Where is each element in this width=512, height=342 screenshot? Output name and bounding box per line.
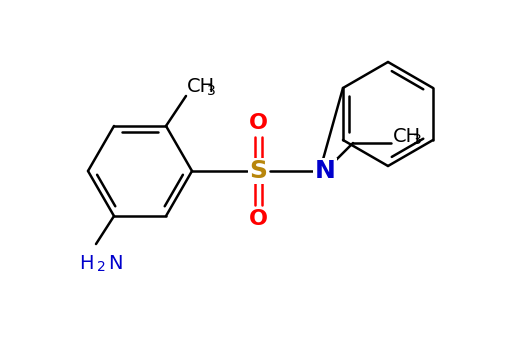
Text: 3: 3 [207, 84, 216, 98]
Text: N: N [314, 159, 335, 183]
Text: H: H [79, 254, 94, 273]
Text: S: S [249, 159, 267, 183]
Text: N: N [108, 254, 122, 273]
Text: CH: CH [187, 78, 215, 96]
Text: O: O [248, 209, 267, 229]
Text: 3: 3 [413, 133, 422, 147]
Text: CH: CH [393, 127, 421, 145]
Text: O: O [248, 113, 267, 133]
Text: 2: 2 [97, 260, 106, 274]
